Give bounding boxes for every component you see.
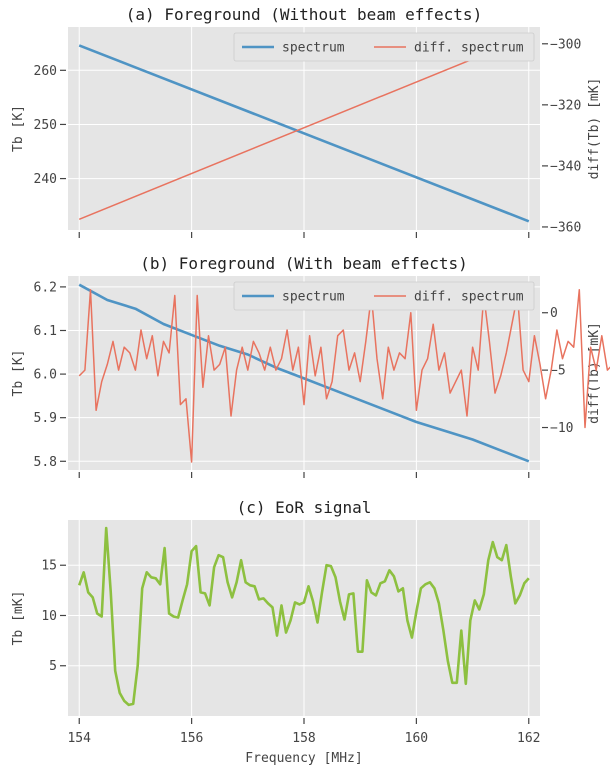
y-tick-label: 6.0 [34, 368, 57, 383]
y-axis-label: Tb [K] [11, 350, 26, 397]
y-tick-label: 10 [41, 609, 57, 624]
y2-tick-label: −300 [550, 37, 581, 52]
y-axis-label: Tb [mK] [11, 591, 26, 646]
panel-b-foreground-with-beam: (b) Foreground (With beam effects) 5.8 5.9… [11, 254, 610, 478]
y-tick-label: 6.2 [34, 280, 57, 295]
x-tick-label: 160 [405, 731, 428, 746]
y-tick-label: 5.8 [34, 455, 57, 470]
y-tick-label: 6.1 [34, 324, 57, 339]
legend-label: spectrum [282, 41, 345, 56]
y2-tick-label: −320 [550, 98, 581, 113]
series-line-diff-spectrum [78, 289, 610, 463]
y-tick-label: 15 [41, 559, 57, 574]
panel-c-eor-signal: (c) EoR signal 154 156 158 160 162 5 10 15 Tb [mK… [11, 498, 541, 766]
legend-label: diff. spectrum [414, 41, 524, 56]
y2-axis-label: diff(Tb) [mK] [587, 78, 602, 180]
panel-title: (c) EoR signal [237, 498, 372, 517]
legend-label: diff. spectrum [414, 290, 524, 305]
panel-a-foreground-without-beam: (a) Foreground (Without beam effects) 240… [11, 5, 602, 238]
panel-title: (b) Foreground (With beam effects) [140, 254, 468, 273]
x-tick-label: 158 [292, 731, 315, 746]
legend-label: spectrum [282, 290, 345, 305]
y2-tick-label: −360 [550, 220, 581, 235]
y2-tick-label: −340 [550, 159, 581, 174]
y2-tick-label: −10 [550, 421, 573, 436]
y-tick-label: 5 [49, 659, 57, 674]
series-line-spectrum [78, 283, 530, 463]
panel-title: (a) Foreground (Without beam effects) [126, 5, 482, 24]
series-line-eor-signal [77, 526, 530, 707]
y-tick-label: 250 [34, 118, 57, 133]
x-tick-label: 156 [180, 731, 203, 746]
series-line-spectrum [78, 44, 530, 223]
y2-tick-label: −5 [550, 364, 566, 379]
x-tick-label: 162 [517, 731, 540, 746]
y2-tick-label: 0 [550, 306, 558, 321]
series-line-diff-spectrum [78, 35, 530, 220]
x-axis-label: Frequency [MHz] [245, 751, 362, 766]
y-tick-label: 5.9 [34, 411, 57, 426]
y-axis-label: Tb [K] [11, 105, 26, 152]
y-tick-label: 240 [34, 172, 57, 187]
x-tick-label: 154 [67, 731, 91, 746]
y-tick-label: 260 [34, 64, 57, 79]
